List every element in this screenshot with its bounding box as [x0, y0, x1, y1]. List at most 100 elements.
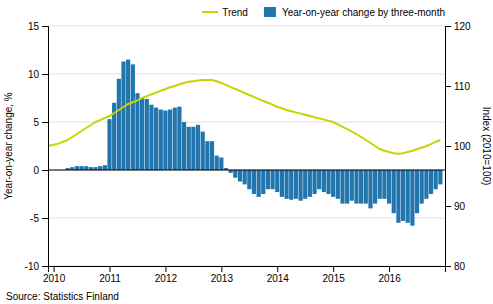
bar	[243, 170, 247, 184]
bar	[233, 170, 237, 178]
tick-label: 2012	[155, 273, 178, 284]
bar	[434, 170, 438, 189]
tick: 110	[445, 81, 470, 92]
axis-line	[446, 27, 452, 267]
tick-mark	[42, 26, 48, 27]
tick-mark	[445, 266, 451, 267]
bar	[420, 170, 424, 204]
bar	[215, 156, 219, 170]
bar	[308, 170, 312, 197]
tick: 100	[445, 141, 471, 152]
tick: 15	[28, 21, 48, 32]
grid-line	[48, 170, 445, 171]
annotation: Source: Statistics Finland	[6, 291, 119, 302]
grid-line	[48, 74, 445, 75]
bar	[168, 110, 172, 170]
bar	[126, 60, 130, 170]
bar	[149, 105, 153, 170]
bar	[79, 166, 83, 170]
tick: -10	[25, 261, 48, 272]
bar	[368, 170, 372, 208]
y2-axis-title: Index (2010=100)	[481, 107, 492, 186]
bar	[326, 170, 330, 194]
tick-label: -10	[25, 261, 40, 272]
bar	[303, 170, 307, 199]
tick-label: 15	[28, 21, 40, 32]
x-axis: 2010201120122013201420152016	[43, 266, 446, 284]
bar	[187, 127, 191, 170]
legend-item: Year-on-year change by three-month	[264, 7, 445, 18]
tick-mark	[165, 266, 166, 272]
bars	[65, 60, 442, 226]
bar	[410, 170, 414, 226]
bar	[191, 127, 195, 170]
bar	[298, 170, 302, 201]
tick-label: 0	[33, 165, 39, 176]
bar	[289, 170, 293, 200]
chart: 2010201120122013201420152016-10-50510158…	[0, 0, 493, 304]
tick-mark	[333, 266, 334, 272]
axis-line	[42, 27, 49, 267]
bar	[345, 170, 349, 204]
tick: 2010	[43, 266, 66, 284]
zero-line	[48, 170, 445, 171]
bar	[210, 141, 214, 170]
bar	[159, 110, 163, 170]
tick: 2015	[323, 266, 346, 284]
tick-mark	[389, 266, 390, 272]
bar	[238, 170, 242, 182]
y2-axis: 8090100110120	[445, 21, 471, 272]
tick-mark	[277, 266, 278, 272]
bar	[284, 170, 288, 199]
plot: 2010201120122013201420152016-10-50510158…	[3, 21, 492, 284]
bar	[406, 170, 410, 223]
bar	[429, 170, 433, 194]
bar	[373, 170, 377, 204]
bar	[107, 119, 111, 170]
tick-mark	[42, 122, 48, 123]
bar	[271, 170, 275, 189]
tick-label: 80	[454, 261, 466, 272]
bar	[177, 107, 181, 170]
bar	[322, 170, 326, 192]
tick-label: 5	[33, 117, 39, 128]
grid-line	[48, 218, 445, 219]
bar	[280, 170, 284, 197]
bar	[340, 170, 344, 204]
trend-line	[48, 80, 440, 154]
bar	[331, 170, 335, 197]
bar	[257, 170, 261, 197]
tick: 10	[28, 69, 48, 80]
bar	[415, 170, 419, 213]
grid-line	[48, 26, 445, 27]
bar	[135, 93, 139, 170]
bar	[275, 170, 279, 192]
legend-label: Trend	[222, 7, 248, 18]
tick-label: 2010	[43, 273, 66, 284]
legend-swatch	[202, 11, 218, 13]
bar	[173, 108, 177, 170]
tick-mark	[445, 146, 451, 147]
legend-item: Trend	[202, 7, 248, 18]
bar	[312, 170, 316, 194]
y-axis-title: Year-on-year change, %	[3, 92, 14, 200]
bar	[261, 170, 265, 194]
grid	[48, 26, 445, 266]
bar	[182, 122, 186, 170]
tick-mark	[445, 26, 451, 27]
tick: -5	[30, 213, 48, 224]
bar	[350, 170, 354, 201]
tick: 120	[445, 21, 471, 32]
marks	[65, 60, 442, 226]
bar	[364, 170, 368, 204]
bar	[84, 166, 88, 170]
y-axis: -10 -5 0 5 10 15	[25, 21, 49, 272]
tick: 2014	[267, 266, 290, 284]
bar	[145, 99, 149, 170]
tick-label: 2015	[323, 273, 346, 284]
bar	[336, 170, 340, 199]
tick-mark	[221, 266, 222, 272]
tick: 80	[445, 261, 466, 272]
tick-mark	[42, 170, 48, 171]
tick-label: 2013	[211, 273, 234, 284]
